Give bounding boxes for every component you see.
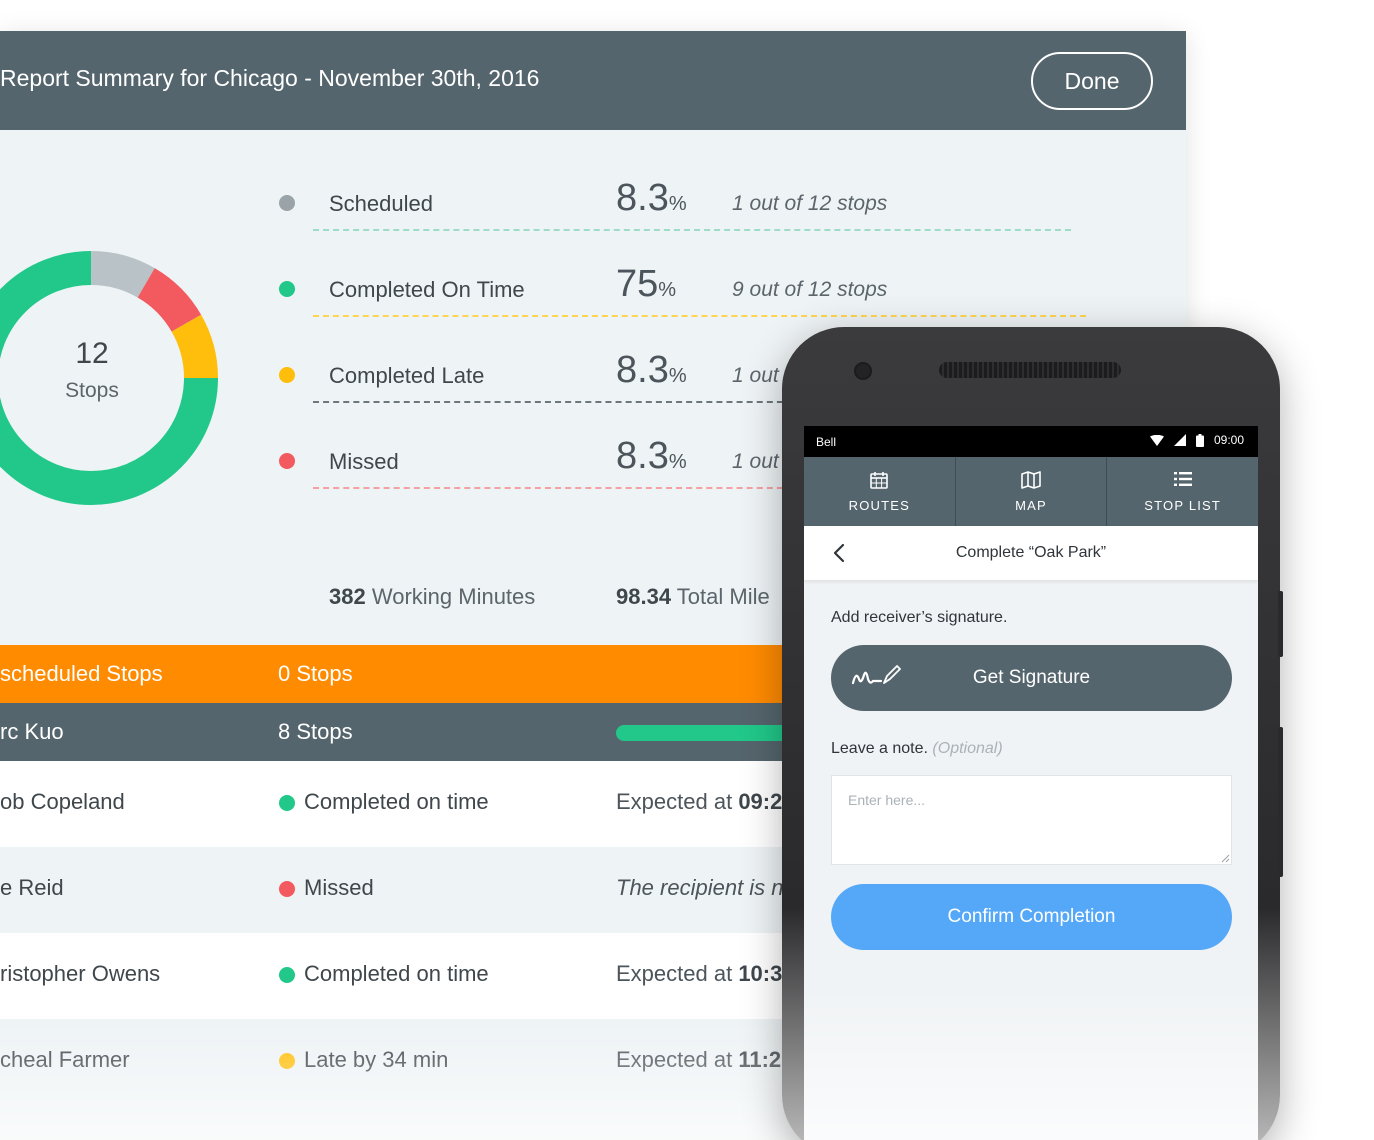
stop-info: Expected at 11:2 xyxy=(616,1047,782,1072)
nav-bar: Complete “Oak Park” xyxy=(804,526,1258,580)
status-dot xyxy=(279,1053,295,1069)
status-dot xyxy=(279,795,295,811)
stop-customer-name: ob Copeland xyxy=(0,789,125,814)
tab-bar: ROUTES MAP STOP LIST xyxy=(804,457,1258,526)
tab-label: STOP LIST xyxy=(1144,498,1222,513)
unscheduled-stops-title: scheduled Stops xyxy=(0,661,163,686)
tab-stop-list[interactable]: STOP LIST xyxy=(1107,457,1258,526)
stop-customer-name: e Reid xyxy=(0,875,64,900)
driver-stop-count: 8 Stops xyxy=(278,719,353,744)
back-chevron-icon[interactable] xyxy=(828,541,852,565)
legend-label: Missed xyxy=(329,449,399,474)
legend-row-completed-late: Completed Late 8.3% 1 out xyxy=(0,345,1186,405)
legend-percent: 8.3% xyxy=(616,177,687,219)
working-minutes: 382 Working Minutes xyxy=(329,584,536,609)
signal-icon xyxy=(1173,434,1186,446)
legend-percent: 8.3% xyxy=(616,435,687,477)
phone-speaker xyxy=(939,362,1121,378)
driver-name: rc Kuo xyxy=(0,719,64,744)
stop-status: Late by 34 min xyxy=(304,1047,449,1072)
legend-divider xyxy=(313,487,793,489)
carrier-name: Bell xyxy=(816,435,837,449)
note-label: Leave a note. (Optional) xyxy=(831,740,1003,757)
screen-bottom-fade xyxy=(804,986,1258,1140)
legend-detail: 1 out of 12 stops xyxy=(732,192,888,215)
donut-segment-completed-late xyxy=(0,251,218,505)
stop-customer-name: cheal Farmer xyxy=(0,1047,130,1072)
legend-detail: 9 out of 12 stops xyxy=(732,278,888,301)
driver-progress-bar xyxy=(616,725,816,741)
nav-title: Complete “Oak Park” xyxy=(955,544,1107,561)
legend-detail: 1 out xyxy=(732,364,779,387)
legend-divider xyxy=(313,315,1086,317)
wifi-icon xyxy=(1149,434,1164,446)
legend-dot xyxy=(279,453,295,469)
list-icon xyxy=(1173,472,1192,486)
get-signature-button[interactable]: Get Signature xyxy=(831,645,1232,711)
legend-row-scheduled: Scheduled 8.3% 1 out of 12 stops xyxy=(0,173,1186,233)
unscheduled-stops-count: 0 Stops xyxy=(278,661,353,686)
stop-info: Expected at 09:2 xyxy=(616,789,783,814)
legend-label: Scheduled xyxy=(329,191,433,216)
get-signature-label: Get Signature xyxy=(972,667,1091,688)
report-title: Report Summary for Chicago - November 30… xyxy=(0,65,540,91)
map-icon xyxy=(1021,471,1041,489)
report-header: Report Summary for Chicago - November 30… xyxy=(0,31,1186,130)
stop-info: The recipient is no xyxy=(616,875,796,900)
legend-percent: 8.3% xyxy=(616,349,687,391)
stop-status: Missed xyxy=(304,875,374,900)
camera-lens xyxy=(854,362,872,380)
signature-label: Add receiver’s signature. xyxy=(831,609,1008,626)
legend-row-completed-on-time: Completed On Time 75% 9 out of 12 stops xyxy=(0,259,1186,319)
battery-icon xyxy=(1195,433,1204,447)
status-bar: Bell 09:00 xyxy=(804,426,1258,457)
stop-status: Completed on time xyxy=(304,789,489,814)
legend-label: Completed On Time xyxy=(329,277,525,302)
tab-label: MAP xyxy=(1015,498,1047,513)
note-textarea[interactable] xyxy=(831,775,1232,865)
tab-routes[interactable]: ROUTES xyxy=(804,457,956,526)
legend-divider xyxy=(313,229,1071,231)
stops-donut-chart xyxy=(0,251,218,505)
status-clock: 09:00 xyxy=(1213,433,1244,447)
legend-detail: 1 out xyxy=(732,450,779,473)
legend-percent: 75% xyxy=(616,263,677,305)
legend-row-missed: Missed 8.3% 1 out xyxy=(0,431,1186,491)
done-button[interactable]: Done xyxy=(1031,52,1153,110)
volume-button xyxy=(1278,727,1283,877)
legend-dot xyxy=(279,367,295,383)
stop-info: Expected at 10:3 xyxy=(616,961,783,986)
phone-screen: Bell 09:00 ROUTES xyxy=(804,426,1258,1140)
legend-dot xyxy=(279,281,295,297)
donut-stop-count: 12 xyxy=(75,337,109,370)
donut-center: 12 Stops xyxy=(0,337,184,403)
donut-stop-unit: Stops xyxy=(65,379,119,402)
resize-grip-icon[interactable] xyxy=(1221,854,1230,863)
calendar-icon xyxy=(870,472,889,489)
legend-dot xyxy=(279,195,295,211)
tab-map[interactable]: MAP xyxy=(956,457,1108,526)
status-dot xyxy=(279,967,295,983)
status-dot xyxy=(279,881,295,897)
power-button xyxy=(1278,591,1283,657)
stop-status: Completed on time xyxy=(304,961,489,986)
signature-pen-icon xyxy=(851,665,901,685)
stop-customer-name: ristopher Owens xyxy=(0,961,161,986)
tab-label: ROUTES xyxy=(848,498,911,513)
confirm-completion-button[interactable]: Confirm Completion xyxy=(831,884,1232,950)
total-miles: 98.34 Total Mile xyxy=(616,584,770,609)
legend-label: Completed Late xyxy=(329,363,485,388)
legend-divider xyxy=(313,401,793,403)
